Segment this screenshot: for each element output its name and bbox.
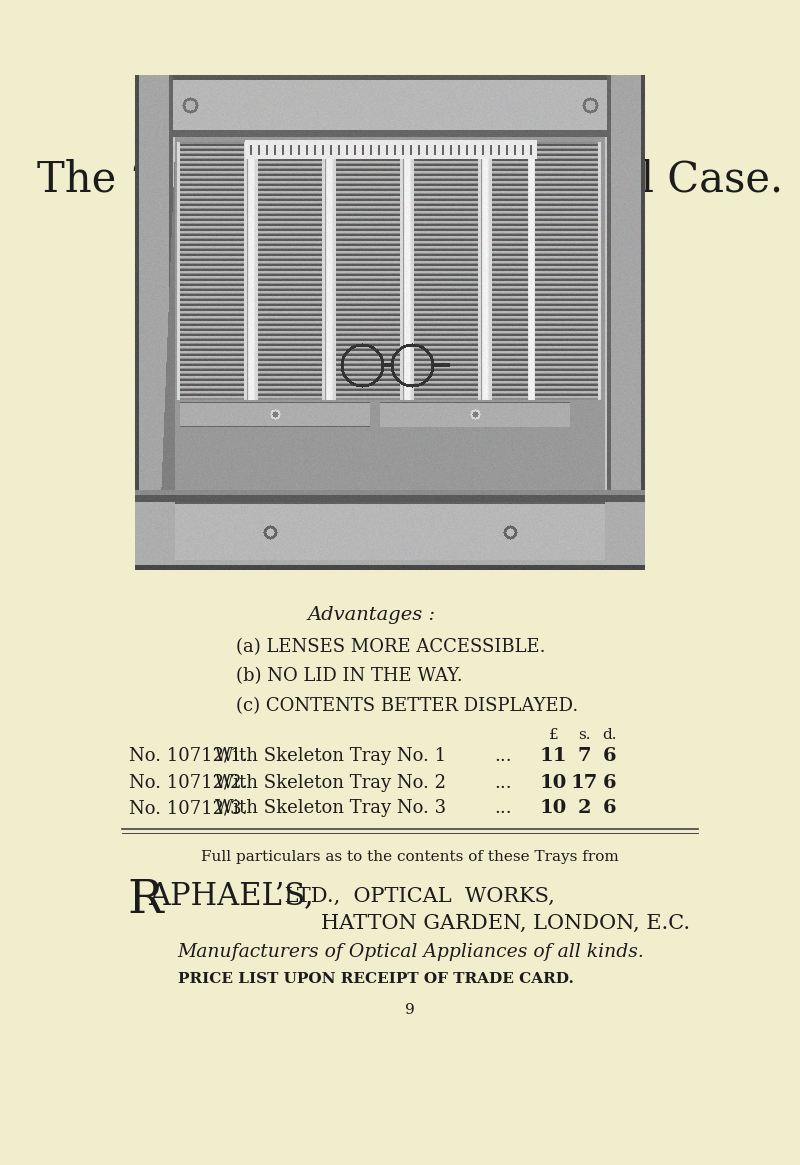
Text: No. 10712/3.: No. 10712/3. <box>130 799 248 817</box>
Text: (b) NO LID IN THE WAY.: (b) NO LID IN THE WAY. <box>236 668 462 685</box>
Text: PRICE LIST UPON RECEIPT OF TRADE CARD.: PRICE LIST UPON RECEIPT OF TRADE CARD. <box>178 972 574 986</box>
Text: No. 10712/2.: No. 10712/2. <box>130 774 248 792</box>
Text: ...: ... <box>494 799 512 817</box>
Text: Full particulars as to the contents of these Trays from: Full particulars as to the contents of t… <box>201 850 619 864</box>
Text: LTD.,  OPTICAL  WORKS,: LTD., OPTICAL WORKS, <box>278 887 555 905</box>
Text: £: £ <box>549 728 558 742</box>
Text: ...: ... <box>494 774 512 792</box>
Text: s.: s. <box>578 728 590 742</box>
Text: 6: 6 <box>603 799 617 817</box>
Text: No. 10712/1.: No. 10712/1. <box>130 747 248 764</box>
Text: (c) CONTENTS BETTER DISPLAYED.: (c) CONTENTS BETTER DISPLAYED. <box>236 697 578 715</box>
Text: With Skeleton Tray No. 3: With Skeleton Tray No. 3 <box>214 799 446 817</box>
Text: With Skeleton Tray No. 1: With Skeleton Tray No. 1 <box>214 747 446 764</box>
Text: HATTON GARDEN, LONDON, E.C.: HATTON GARDEN, LONDON, E.C. <box>322 915 690 933</box>
Text: 10: 10 <box>540 774 567 792</box>
Text: The “HARLEY” Roll Top Trial Case.: The “HARLEY” Roll Top Trial Case. <box>37 158 783 200</box>
Text: 10: 10 <box>540 799 567 817</box>
Text: With Skeleton Tray No. 2: With Skeleton Tray No. 2 <box>214 774 446 792</box>
Text: R: R <box>127 878 162 923</box>
Text: d.: d. <box>602 728 618 742</box>
Text: Manufacturers of Optical Appliances of all kinds.: Manufacturers of Optical Appliances of a… <box>178 944 644 961</box>
Text: 17: 17 <box>570 774 598 792</box>
Text: 11: 11 <box>540 747 567 764</box>
Text: APHAEL’S,: APHAEL’S, <box>148 881 314 911</box>
Text: 7: 7 <box>578 747 591 764</box>
Text: Advantages :: Advantages : <box>307 606 435 624</box>
Text: 9: 9 <box>405 1003 415 1017</box>
Text: (a) LENSES MORE ACCESSIBLE.: (a) LENSES MORE ACCESSIBLE. <box>236 638 545 656</box>
Text: 2: 2 <box>578 799 591 817</box>
Text: ...: ... <box>494 747 512 764</box>
Text: 6: 6 <box>603 774 617 792</box>
Text: 6: 6 <box>603 747 617 764</box>
